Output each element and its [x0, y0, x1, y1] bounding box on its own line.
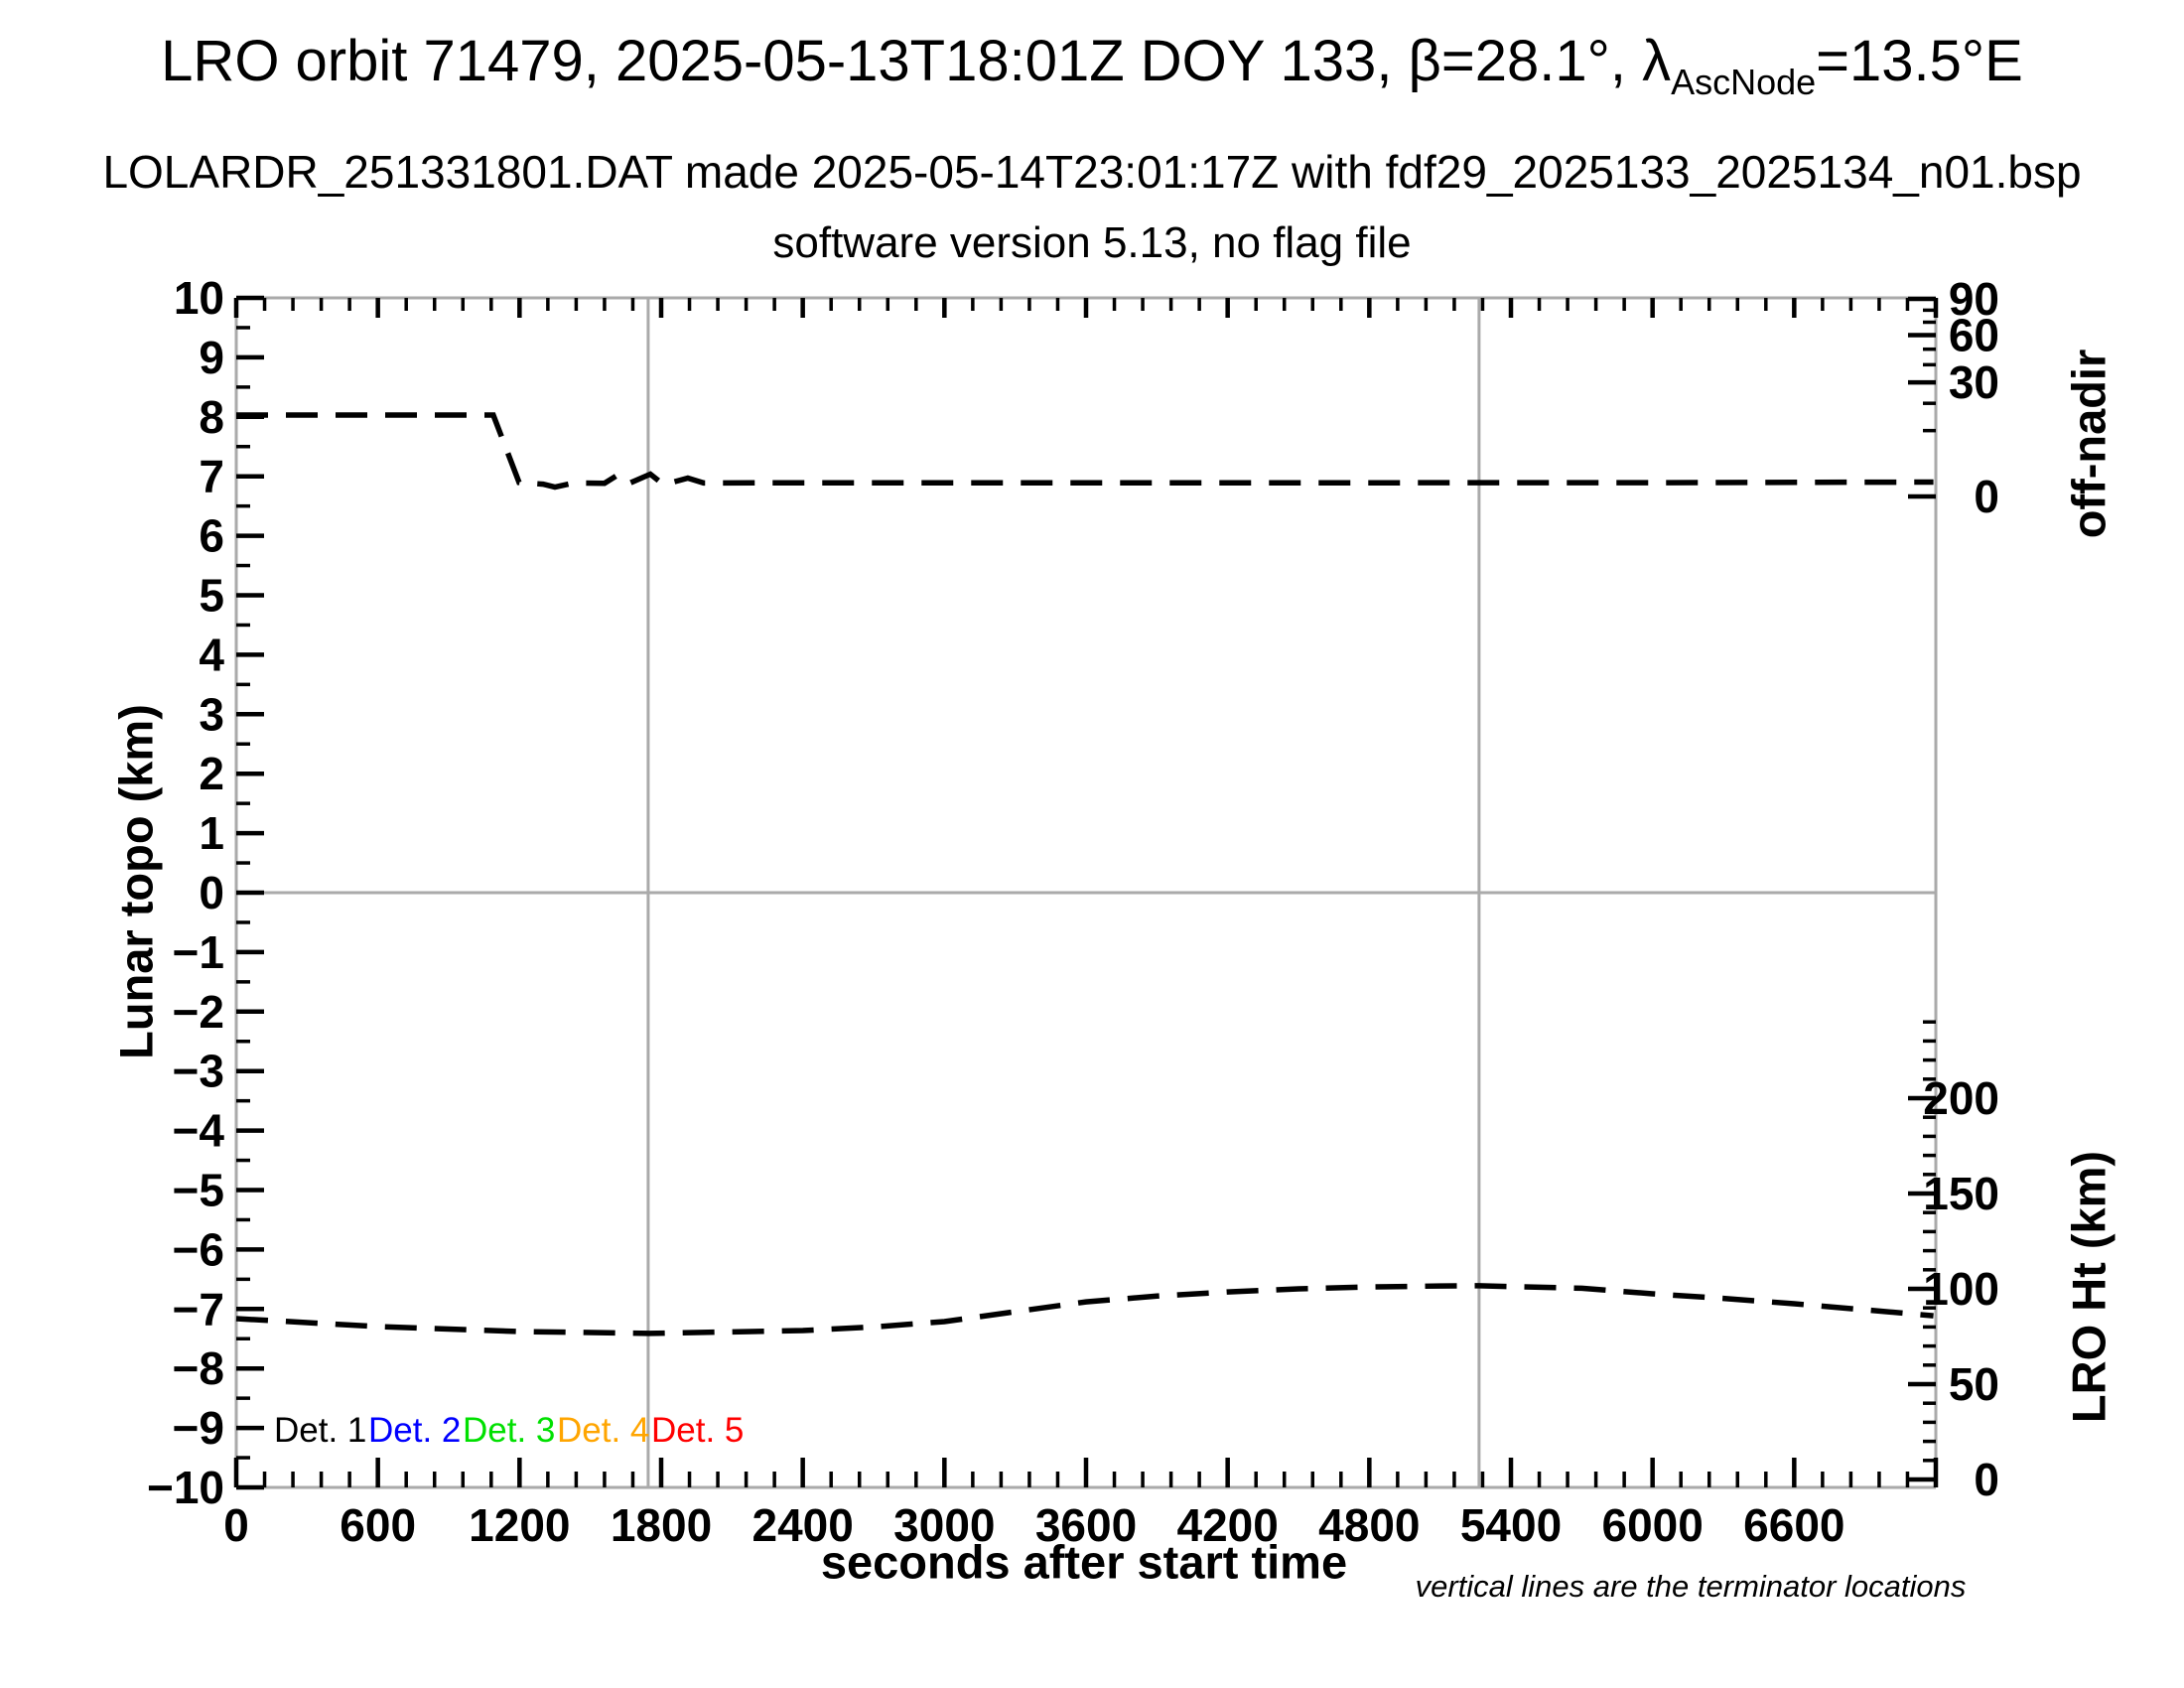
svg-text:0: 0 [199, 867, 224, 918]
svg-text:6000: 6000 [1601, 1499, 1703, 1551]
svg-text:1800: 1800 [611, 1499, 712, 1551]
svg-text:2: 2 [199, 748, 224, 799]
title-suffix: =13.5°E [1816, 29, 2023, 93]
svg-text:−3: −3 [173, 1046, 224, 1097]
title-subscript: AscNode [1671, 62, 1817, 102]
reference-lines [236, 298, 1936, 1487]
svg-text:−10: −10 [147, 1462, 224, 1513]
left-axis-title: Lunar topo (km) [109, 704, 163, 1059]
svg-text:−9: −9 [173, 1402, 224, 1454]
series-off-nadir-angle [236, 412, 1934, 491]
svg-text:4800: 4800 [1318, 1499, 1420, 1551]
svg-text:4200: 4200 [1176, 1499, 1278, 1551]
series-lro-height [235, 1283, 1934, 1336]
terminator-footnote: vertical lines are the terminator locati… [1415, 1569, 1967, 1604]
svg-text:0: 0 [223, 1499, 249, 1551]
svg-text:−6: −6 [173, 1223, 224, 1275]
svg-text:150: 150 [1923, 1168, 1999, 1219]
svg-text:3: 3 [199, 688, 224, 740]
svg-text:3600: 3600 [1035, 1499, 1137, 1551]
svg-text:−4: −4 [173, 1105, 225, 1157]
lro-height-axis-ticks: 200 150 100 50 0 [1908, 1020, 1999, 1505]
svg-text:4: 4 [199, 629, 224, 680]
file-subtitle: LOLARDR_251331801.DAT made 2025-05-14T23… [102, 146, 2082, 198]
svg-text:6600: 6600 [1743, 1499, 1844, 1551]
svg-text:100: 100 [1923, 1263, 1999, 1315]
svg-text:200: 200 [1923, 1072, 1999, 1124]
title-text: LRO orbit 71479, 2025-05-13T18:01Z DOY 1… [161, 29, 1672, 93]
svg-text:5: 5 [199, 570, 224, 622]
svg-text:9: 9 [199, 332, 224, 383]
x-axis-title: seconds after start time [820, 1535, 1348, 1589]
svg-text:−5: −5 [173, 1165, 224, 1216]
svg-text:5400: 5400 [1460, 1499, 1562, 1551]
svg-text:−8: −8 [173, 1342, 224, 1394]
svg-text:0: 0 [1974, 1454, 1999, 1505]
svg-text:0: 0 [1974, 471, 1999, 522]
svg-text:3000: 3000 [893, 1499, 995, 1551]
off-nadir-axis-title: off-nadir [2062, 349, 2116, 539]
x-axis-ticks: 0 600 1200 1800 2400 3000 3600 4200 4800 5400 6000… [223, 298, 1939, 1551]
svg-text:1200: 1200 [469, 1499, 570, 1551]
lro-height-axis-title: LRO Ht (km) [2062, 1150, 2116, 1424]
svg-text:7: 7 [199, 451, 224, 502]
page-title: LRO orbit 71479, 2025-05-13T18:01Z DOY 1… [0, 28, 2184, 102]
svg-text:60: 60 [1949, 310, 1999, 361]
svg-text:30: 30 [1949, 356, 1999, 408]
svg-text:90: 90 [1949, 273, 1999, 325]
svg-text:2400: 2400 [751, 1499, 853, 1551]
software-version-line: software version 5.13, no flag file [772, 218, 1412, 267]
svg-text:−2: −2 [173, 986, 224, 1038]
svg-text:1: 1 [199, 807, 224, 859]
svg-text:600: 600 [340, 1499, 416, 1551]
svg-text:50: 50 [1949, 1358, 1999, 1410]
svg-text:10: 10 [174, 272, 224, 324]
svg-text:−1: −1 [173, 926, 224, 978]
svg-text:6: 6 [199, 510, 224, 562]
svg-text:−7: −7 [173, 1283, 224, 1335]
svg-text:8: 8 [199, 391, 224, 443]
